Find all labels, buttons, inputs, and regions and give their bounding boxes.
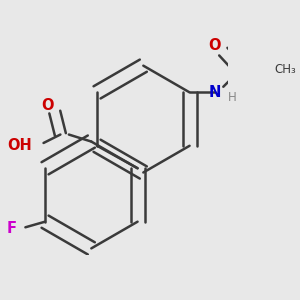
Text: O: O bbox=[41, 98, 54, 112]
Text: N: N bbox=[209, 85, 221, 100]
Text: CH₃: CH₃ bbox=[274, 63, 296, 76]
Text: O: O bbox=[208, 38, 221, 53]
Text: H: H bbox=[228, 92, 237, 104]
Text: OH: OH bbox=[8, 138, 32, 153]
Text: F: F bbox=[7, 221, 17, 236]
